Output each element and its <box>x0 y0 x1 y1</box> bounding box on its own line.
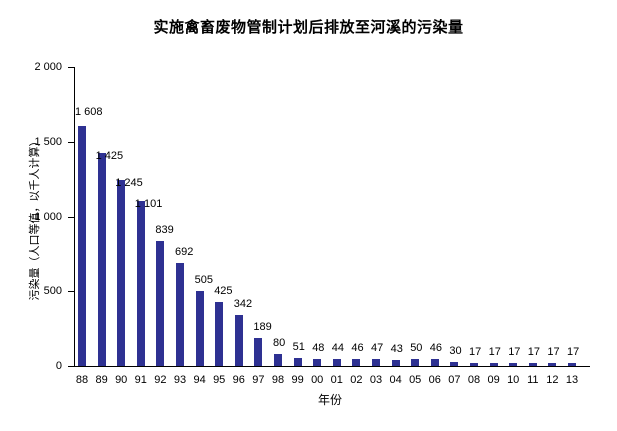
chart-title: 实施禽畜废物管制计划后排放至河溪的污染量 <box>153 18 464 36</box>
bar <box>430 359 439 366</box>
y-tick-mark <box>68 67 74 68</box>
x-tick-label: 90 <box>115 374 128 386</box>
value-label: 17 <box>547 346 560 359</box>
y-axis-line <box>74 67 75 366</box>
x-tick-label: 93 <box>173 374 187 386</box>
x-tick-label: 95 <box>213 374 226 386</box>
x-tick-label: 01 <box>330 374 343 386</box>
bar <box>450 361 459 366</box>
x-tick-label: 92 <box>154 374 167 386</box>
x-tick-label: 91 <box>134 374 147 386</box>
value-label: 505 <box>194 273 213 286</box>
value-label: 50 <box>410 341 423 354</box>
x-tick-label: 94 <box>193 374 206 386</box>
bar <box>274 354 282 366</box>
value-label: 48 <box>312 341 325 354</box>
bar <box>332 359 341 366</box>
bar <box>136 201 145 366</box>
x-tick-label: 88 <box>75 374 89 386</box>
x-tick-label: 89 <box>95 374 108 386</box>
x-tick-label: 00 <box>311 374 324 386</box>
x-tick-label: 12 <box>546 374 559 386</box>
bar <box>489 363 498 366</box>
value-label: 17 <box>527 346 541 359</box>
value-label: 1 101 <box>134 198 163 211</box>
value-label: 80 <box>273 337 286 350</box>
value-label: 692 <box>175 245 194 258</box>
value-label: 189 <box>253 320 272 333</box>
y-tick-mark <box>68 366 74 367</box>
x-tick-label: 07 <box>448 374 461 386</box>
bar <box>528 363 537 366</box>
bar <box>78 125 86 366</box>
x-tick-label: 05 <box>409 374 422 386</box>
value-label: 44 <box>331 342 345 355</box>
y-tick-mark <box>68 291 74 293</box>
y-tick-label: 1 500 <box>34 135 62 148</box>
value-label: 17 <box>488 346 501 359</box>
x-tick-label: 13 <box>565 374 579 386</box>
value-label: 1 245 <box>115 176 143 189</box>
y-tick-mark <box>68 216 74 218</box>
bar <box>411 358 420 366</box>
bar <box>215 302 224 366</box>
x-axis-line <box>74 366 590 367</box>
value-label: 43 <box>390 342 403 355</box>
value-label: 30 <box>449 344 462 357</box>
value-label: 46 <box>429 342 443 355</box>
value-label: 17 <box>567 346 580 359</box>
y-tick-label: 500 <box>43 285 62 298</box>
value-label: 425 <box>214 285 233 298</box>
x-tick-label: 11 <box>527 374 539 386</box>
value-label: 17 <box>469 346 482 359</box>
bar <box>97 152 106 366</box>
y-tick-label: 0 <box>55 360 62 372</box>
y-tick-mark <box>68 141 74 143</box>
x-tick-label: 96 <box>232 374 245 386</box>
bar <box>509 363 518 366</box>
value-label: 1 425 <box>95 149 124 162</box>
bar <box>548 363 557 366</box>
bar <box>391 359 400 366</box>
value-label: 51 <box>292 341 305 354</box>
bar <box>234 314 243 366</box>
bar <box>313 358 322 366</box>
x-tick-label: 03 <box>369 374 383 386</box>
x-axis-title: 年份 <box>318 393 343 407</box>
bar <box>156 240 165 366</box>
bar <box>254 337 263 366</box>
value-label: 46 <box>351 342 364 355</box>
x-tick-label: 04 <box>389 374 402 386</box>
y-tick-label: 1 000 <box>34 210 62 223</box>
bar <box>568 363 576 366</box>
x-tick-label: 10 <box>507 374 520 386</box>
bar <box>117 179 126 366</box>
y-tick-label: 2 000 <box>34 61 62 73</box>
bar <box>195 290 204 366</box>
x-tick-label: 99 <box>291 374 304 386</box>
x-tick-label: 02 <box>350 374 363 386</box>
bar <box>470 363 478 366</box>
value-label: 47 <box>371 341 384 354</box>
x-tick-label: 06 <box>428 374 441 386</box>
bar <box>293 358 302 366</box>
bar <box>176 262 184 366</box>
x-tick-label: 98 <box>271 374 285 386</box>
x-tick-label: 09 <box>487 374 500 386</box>
x-tick-label: 08 <box>467 374 481 386</box>
value-label: 17 <box>508 346 521 359</box>
value-label: 839 <box>155 223 174 236</box>
bar <box>352 359 361 366</box>
value-label: 342 <box>233 297 253 310</box>
x-tick-label: 97 <box>252 374 265 386</box>
value-label: 1 608 <box>75 105 103 118</box>
bar <box>372 358 380 366</box>
